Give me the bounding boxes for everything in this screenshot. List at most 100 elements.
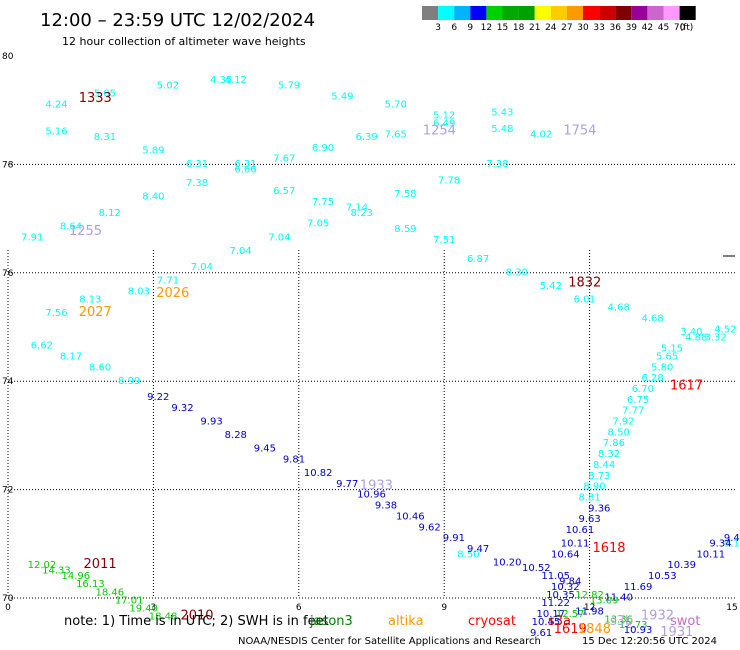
wave-height-label: 12.57	[556, 609, 585, 620]
pass-id-label: 2011	[84, 557, 117, 572]
pass-id-label: 2027	[79, 305, 112, 320]
wave-height-label: 6.31	[186, 159, 208, 170]
wave-height-label: 4.68	[608, 303, 630, 314]
colorbar-label: 15	[497, 23, 508, 33]
wave-height-label: 6.49	[433, 118, 455, 129]
wave-height-label: 6.28	[641, 373, 663, 384]
pass-id-label: 1617	[670, 378, 703, 393]
wave-height-label: 7.04	[191, 262, 213, 273]
x-tick-label: 3	[151, 603, 157, 613]
wave-height-label: 10.61	[566, 525, 595, 536]
pass-id-label: 2010	[180, 609, 213, 624]
pass-id-label: 1254	[423, 124, 456, 139]
y-tick-label: 78	[2, 160, 14, 170]
wave-height-label: 11.98	[575, 606, 604, 617]
colorbar-label: 9	[467, 23, 473, 33]
wave-height-label: 7.51	[433, 235, 455, 246]
data-labels: 4.24 5.05 5.02 4.354.12 5.79 5.49 5.70 5.12 5.43…	[21, 75, 740, 640]
wave-height-label: 5.89	[142, 146, 164, 157]
pass-id-label: 1754	[563, 124, 596, 139]
x-tick-label: 9	[441, 603, 447, 613]
colorbar-swatch	[438, 6, 455, 20]
footer-credit: NOAA/NESDIS Center for Satellite Applica…	[238, 636, 541, 647]
wave-height-label: 8.17	[60, 352, 82, 363]
pass-id-label: 1619	[554, 622, 587, 637]
wave-height-label: 10.17	[537, 609, 566, 620]
wave-height-label: 8.64	[60, 221, 82, 232]
wave-height-label: 16.13	[76, 579, 105, 590]
pass-id-label: 1933	[360, 479, 393, 494]
wave-height-label: 11.40	[604, 593, 633, 604]
colorbar-swatch	[679, 6, 696, 20]
wave-height-label: 6.39	[356, 132, 378, 143]
wave-height-label: 4.35	[210, 75, 232, 86]
wave-height-label: 7.04	[230, 246, 252, 257]
wave-height-label: 18.48	[149, 612, 178, 623]
wave-height-label: 5.65	[656, 352, 678, 363]
footer-note: note: 1) Time is in UTC; 2) SWH is in fe…	[64, 614, 329, 629]
wave-height-label: 9.16	[724, 539, 740, 550]
wave-height-label: 6.90	[312, 143, 334, 154]
wave-height-label: 5.43	[491, 108, 513, 119]
pass-id-label: 1255	[69, 224, 102, 239]
wave-height-label: 9.22	[147, 392, 169, 403]
wave-height-label: 19.40	[129, 604, 158, 615]
wave-height-label: 12.82	[575, 590, 604, 601]
wave-height-label: 7.38	[486, 159, 508, 170]
wave-height-label: 8.31	[94, 132, 116, 143]
wave-height-label: 7.91	[21, 232, 43, 243]
colorbar-unit: (ft)	[680, 23, 694, 33]
pass-id-label: 1931	[660, 625, 693, 640]
colorbar-swatch	[550, 6, 567, 20]
wave-height-label: 3.32	[704, 333, 726, 344]
wave-height-label: 7.77	[622, 406, 644, 417]
legend-item: s3b	[610, 614, 633, 629]
pass-id-label: 1932	[641, 609, 674, 624]
wave-height-label: 8.40	[142, 192, 164, 203]
wave-height-label: 10.53	[648, 571, 677, 582]
y-tick-label: 70	[2, 594, 14, 604]
pass-id-label: 1333	[79, 91, 112, 106]
wave-height-label: 4.24	[45, 99, 67, 110]
wave-height-label: 9.45	[254, 444, 276, 455]
colorbar-swatch	[566, 6, 583, 20]
wave-height-label: 8.23	[351, 208, 373, 219]
legend-item: jason3	[309, 614, 353, 629]
colorbar-label: 70	[674, 23, 686, 33]
wave-height-label: 7.05	[307, 219, 329, 230]
colorbar-label: 6	[451, 23, 457, 33]
pass-id-label: 1618	[592, 541, 625, 556]
wave-height-label: 10.35	[546, 590, 575, 601]
wave-height-label: 9.61	[530, 628, 552, 639]
wave-height-label: 4.12	[225, 75, 247, 86]
colorbar-label: 21	[529, 23, 540, 33]
wave-height-label: 9.47	[467, 544, 489, 555]
wave-height-label: 8.50	[457, 549, 479, 560]
colorbar-label: 12	[481, 23, 492, 33]
wave-height-label: 9.38	[375, 501, 397, 512]
wave-height-label: 5.42	[540, 281, 562, 292]
y-tick-label: 72	[2, 486, 13, 496]
colorbar-swatch	[583, 6, 600, 20]
wave-height-label: 10.93	[624, 625, 653, 636]
wave-height-label: 7.14	[346, 202, 368, 213]
wave-height-label: 6.62	[31, 341, 53, 352]
colorbar-swatch	[422, 6, 439, 20]
wave-height-label: 8.59	[394, 224, 416, 235]
wave-height-label: 6.66	[234, 165, 256, 176]
colorbar-label: 27	[561, 23, 572, 33]
wave-height-label: 9.93	[200, 417, 222, 428]
legend-item: cryosat	[468, 614, 516, 629]
plot-grid	[7, 163, 735, 599]
axis-ticks: 0 3 6 9 12 15 70 72 74 76 78 80	[2, 52, 738, 613]
wave-height-label: 7.67	[273, 154, 295, 165]
wave-height-label: 9.63	[578, 514, 600, 525]
wave-height-label: 10.11	[696, 549, 725, 560]
colorbar-label: 24	[545, 23, 557, 33]
colorbar-swatch	[518, 6, 535, 20]
wave-height-label: 6.57	[273, 186, 295, 197]
x-tick-label: 0	[5, 603, 11, 613]
wave-height-label: 7.65	[385, 129, 407, 140]
wave-height-label: 10.96	[357, 490, 386, 501]
wave-height-label: 8.50	[608, 427, 630, 438]
